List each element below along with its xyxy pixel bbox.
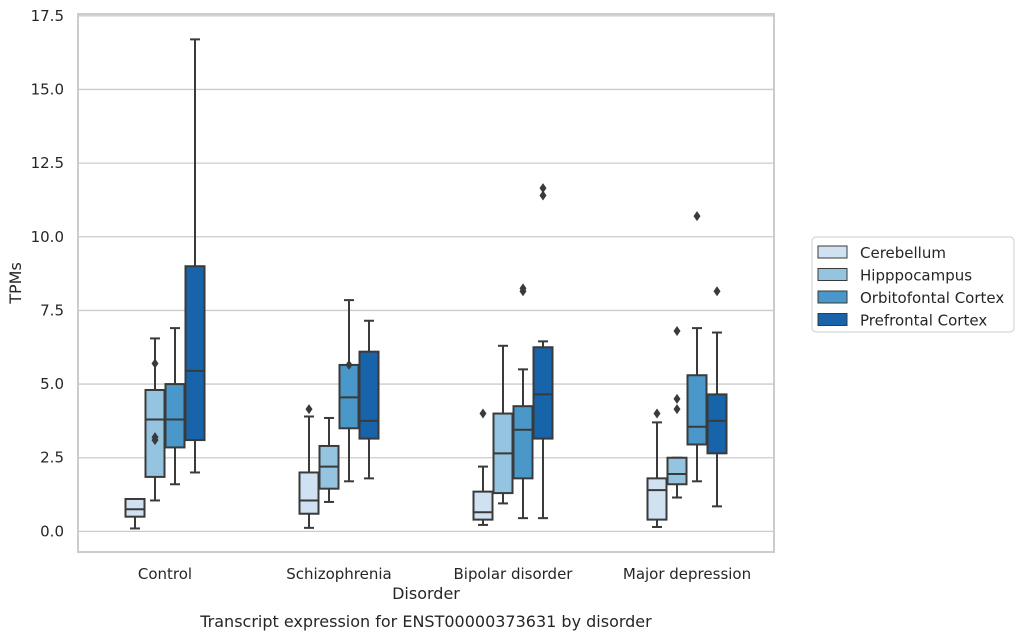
outlier-point <box>151 432 159 443</box>
outlier-point <box>653 408 661 419</box>
y-tick-label: 5.0 <box>40 375 64 393</box>
x-tick-label: Schizophrenia <box>286 565 391 583</box>
legend-label: Cerebellum <box>860 244 946 262</box>
x-tick-label: Control <box>138 565 192 583</box>
box-group <box>164 327 186 486</box>
box-group <box>492 344 514 505</box>
y-tick-label: 10.0 <box>31 228 64 246</box>
outlier-point <box>345 359 353 370</box>
box <box>512 405 534 480</box>
box-group <box>512 283 534 520</box>
box-group <box>666 326 688 499</box>
box <box>472 490 494 521</box>
box-group <box>124 497 146 530</box>
box <box>646 477 668 521</box>
y-tick-label: 17.5 <box>31 7 64 25</box>
x-tick-label: Major depression <box>623 565 751 583</box>
legend-frame <box>811 236 1015 333</box>
legend-label: Prefrontal Cortex <box>860 312 987 330</box>
outlier-point <box>479 408 487 419</box>
box <box>184 265 206 442</box>
box <box>124 497 146 518</box>
box-group <box>298 404 320 529</box>
box-group <box>358 319 380 480</box>
plot-boxes <box>124 38 728 530</box>
y-tick-label: 2.5 <box>40 449 64 467</box>
box-group <box>144 337 166 502</box>
box-group <box>706 286 728 508</box>
legend-label: Orbitofontal Cortex <box>860 289 1004 307</box>
box <box>666 456 688 486</box>
outlier-point <box>519 283 527 294</box>
outlier-point <box>693 211 701 222</box>
box-group <box>646 408 668 528</box>
legend-swatch <box>817 245 848 259</box>
x-axis-title: Disorder <box>392 584 460 603</box>
grid-lines <box>78 15 774 533</box>
chart-title: Transcript expression for ENST0000037363… <box>199 612 652 631</box>
y-tick-label: 7.5 <box>40 301 64 319</box>
plot-frame <box>77 13 775 553</box>
box-group <box>318 416 340 503</box>
box-group <box>472 408 494 526</box>
outlier-point <box>539 190 547 201</box>
outlier-point <box>539 183 547 194</box>
axis-ticks: 0.0 2.5 5.0 7.5 10.0 12.5 15.0 17.5 Control Schiz… <box>31 7 752 583</box>
outlier-point <box>673 326 681 337</box>
x-tick-label: Bipolar disorder <box>454 565 574 583</box>
y-tick-label: 15.0 <box>31 80 64 98</box>
legend-swatch <box>817 313 848 326</box>
legend-swatch <box>817 290 848 304</box>
box-group <box>184 38 206 474</box>
outlier-point <box>151 358 159 369</box>
outlier-point <box>305 404 313 415</box>
outlier-point <box>673 393 681 404</box>
legend: Cerebellum Hipppocampus Orbitofontal Corte… <box>811 236 1015 333</box>
box <box>164 383 186 449</box>
box <box>686 374 708 446</box>
box <box>298 471 320 515</box>
box <box>532 346 554 440</box>
legend-swatch <box>817 268 848 281</box>
box <box>358 350 380 440</box>
y-axis-title: TPMs <box>6 262 25 305</box>
box <box>706 393 728 455</box>
legend-label: Hipppocampus <box>860 267 972 285</box>
box-group <box>686 211 708 483</box>
box-group <box>532 183 554 520</box>
y-tick-label: 0.0 <box>40 522 64 540</box>
y-tick-label: 12.5 <box>31 154 64 172</box>
outlier-point <box>713 286 721 297</box>
box-group <box>338 299 360 483</box>
outlier-point <box>673 404 681 415</box>
